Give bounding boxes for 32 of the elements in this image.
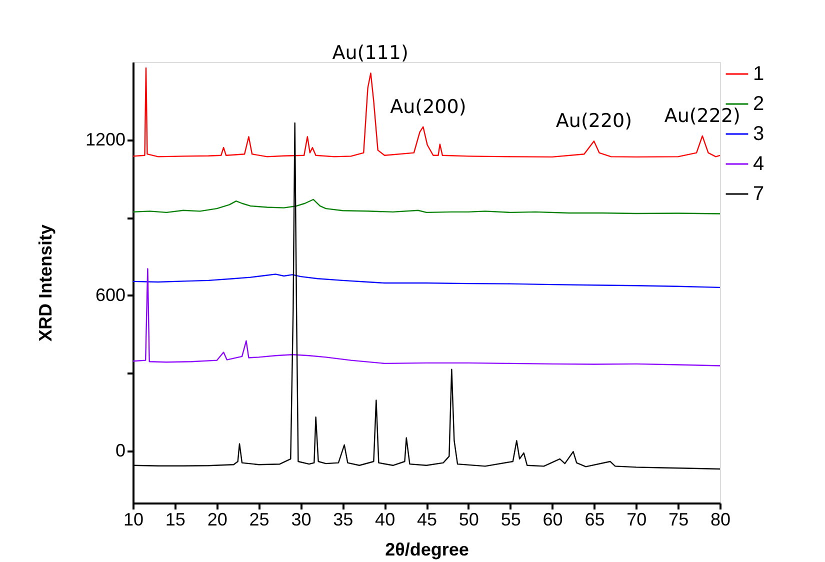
x-axis-title: 2θ/degree (385, 540, 469, 560)
x-tick-label: 35 (333, 510, 354, 530)
legend-label: 7 (753, 183, 764, 205)
x-tick-label: 70 (626, 510, 647, 530)
y-tick-label: 1200 (85, 129, 126, 150)
x-tick-label: 25 (249, 510, 270, 530)
x-tick-label: 55 (500, 510, 521, 530)
line-series (132, 268, 721, 366)
y-tick-label: 600 (95, 284, 126, 305)
x-tick-label: 45 (416, 510, 438, 530)
line-series (132, 198, 721, 214)
x-tick-label: 10 (123, 510, 144, 530)
legend-label: 4 (753, 153, 764, 175)
x-tick-label: 80 (710, 510, 731, 530)
annotation: Au(220) (556, 110, 632, 132)
x-tick-label: 50 (458, 510, 479, 530)
x-tick-label: 75 (668, 510, 689, 530)
legend-label: 2 (753, 93, 764, 115)
legend-label: 3 (753, 123, 764, 145)
annotation: Au(111) (332, 42, 408, 64)
line-series (132, 274, 721, 288)
x-tick-label: 20 (207, 510, 228, 530)
x-tick-label: 15 (165, 510, 186, 530)
x-tick-label: 65 (584, 510, 605, 530)
y-axis-title: XRD Intensity (35, 224, 56, 342)
x-tick-label: 60 (542, 510, 563, 530)
y-tick-label: 0 (115, 440, 126, 461)
legend-label: 1 (753, 63, 764, 85)
x-tick-label: 40 (375, 510, 396, 530)
x-tick-label: 30 (291, 510, 312, 530)
annotation: Au(222) (664, 104, 740, 127)
annotation: Au(200) (390, 96, 466, 118)
